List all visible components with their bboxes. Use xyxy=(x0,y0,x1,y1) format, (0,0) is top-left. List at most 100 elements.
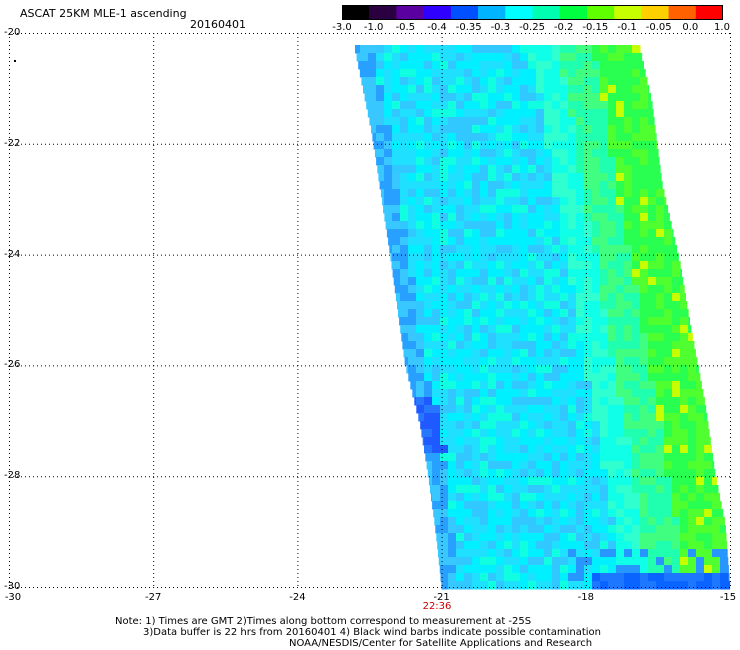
swath-cell xyxy=(584,197,593,206)
swath-cell xyxy=(568,381,577,390)
swath-cell xyxy=(544,245,553,254)
swath-cell xyxy=(592,453,601,462)
swath-cell xyxy=(448,341,457,350)
swath-cell xyxy=(512,269,521,278)
swath-cell xyxy=(544,205,553,214)
swath-cell xyxy=(464,85,473,94)
swath-cell xyxy=(440,429,449,438)
swath-cell xyxy=(640,213,649,222)
swath-cell xyxy=(712,525,721,534)
swath-cell xyxy=(576,517,585,526)
swath-cell xyxy=(640,405,649,414)
swath-cell xyxy=(424,277,433,286)
swath-cell xyxy=(640,221,649,230)
swath-cell xyxy=(672,557,681,566)
swath-cell xyxy=(648,341,657,350)
swath-cell xyxy=(616,269,625,278)
swath-cell xyxy=(616,77,625,86)
swath-cell xyxy=(504,93,513,102)
swath-cell xyxy=(520,325,529,334)
swath-cell xyxy=(496,373,505,382)
swath-cell xyxy=(560,501,569,510)
swath-cell xyxy=(608,573,617,582)
swath-cell xyxy=(440,437,449,446)
swath-cell xyxy=(504,301,513,310)
swath-cell xyxy=(600,229,609,238)
swath-cell xyxy=(520,165,529,174)
swath-cell xyxy=(464,413,473,422)
swath-cell xyxy=(361,77,369,86)
swath-cell xyxy=(472,197,481,206)
swath-cell xyxy=(600,45,609,54)
swath-cell xyxy=(496,189,505,198)
swath-cell xyxy=(488,341,497,350)
swath-cell xyxy=(552,453,561,462)
swath-cell xyxy=(616,253,625,262)
swath-cell xyxy=(408,373,417,382)
swath-cell xyxy=(472,349,481,358)
swath-cell xyxy=(616,429,625,438)
swath-cell xyxy=(656,301,665,310)
swath-cell xyxy=(504,413,513,422)
swath-cell xyxy=(608,141,617,150)
swath-cell xyxy=(528,221,537,230)
swath-cell xyxy=(399,317,401,326)
swath-cell xyxy=(544,477,553,486)
swath-cell xyxy=(584,509,593,518)
swath-cell xyxy=(552,53,561,62)
swath-cell xyxy=(440,477,449,486)
swath-cell xyxy=(416,45,425,54)
swath-cell xyxy=(632,573,641,582)
swath-cell xyxy=(624,125,633,134)
swath-cell xyxy=(480,461,489,470)
swath-cell xyxy=(464,485,473,494)
swath-cell xyxy=(680,461,689,470)
swath-cell xyxy=(680,541,689,550)
swath-cell xyxy=(408,149,417,158)
swath-cell xyxy=(664,229,673,238)
swath-cell xyxy=(416,77,425,86)
swath-cell xyxy=(568,477,577,486)
swath-cell xyxy=(480,77,489,86)
swath-cell xyxy=(544,501,553,510)
swath-cell xyxy=(704,461,713,470)
swath-cell xyxy=(488,77,497,86)
swath-cell xyxy=(368,61,377,70)
swath-cell xyxy=(640,333,649,342)
swath-cell xyxy=(456,365,465,374)
swath-cell xyxy=(456,285,465,294)
swath-cell xyxy=(512,285,521,294)
swath-cell xyxy=(528,437,537,446)
swath-cell xyxy=(696,565,705,574)
swath-cell xyxy=(488,429,497,438)
colorbar-segment xyxy=(450,5,479,20)
swath-cell xyxy=(576,397,585,406)
swath-cell xyxy=(408,365,417,374)
swath-cell xyxy=(544,253,553,262)
swath-cell xyxy=(528,53,537,62)
swath-cell xyxy=(376,85,385,94)
swath-cell xyxy=(568,253,577,262)
swath-cell xyxy=(576,229,585,238)
time-label: 22:36 xyxy=(422,601,452,612)
swath-cell xyxy=(464,205,473,214)
swath-cell xyxy=(448,421,457,430)
swath-cell xyxy=(392,181,401,190)
swath-cell xyxy=(496,341,505,350)
swath-cell xyxy=(528,501,537,510)
swath-cell xyxy=(464,101,473,110)
swath-cell xyxy=(432,229,441,238)
colorbar-frame xyxy=(342,5,723,20)
swath-cell xyxy=(456,93,465,102)
swath-cell xyxy=(392,197,401,206)
swath-cell xyxy=(416,101,425,110)
swath-cell xyxy=(392,213,401,222)
swath-cell xyxy=(488,285,497,294)
swath-cell xyxy=(472,557,481,566)
swath-cell xyxy=(528,125,537,134)
swath-cell xyxy=(480,541,489,550)
swath-cell xyxy=(600,221,609,230)
swath-cell xyxy=(608,197,617,206)
swath-cell xyxy=(696,437,705,446)
swath-cell xyxy=(400,293,409,302)
